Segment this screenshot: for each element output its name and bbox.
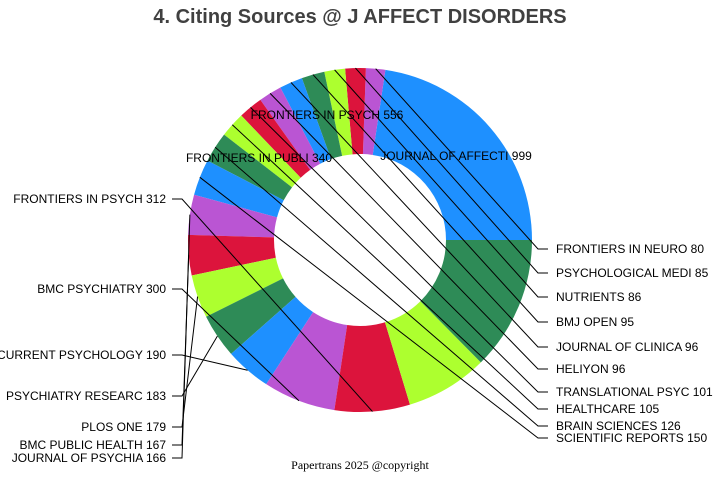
leader-line-3 [334,69,548,298]
slice-label-7: TRANSLATIONAL PSYC 101 [556,385,713,399]
leader-line-11 [172,214,191,459]
leader-line-4 [312,74,548,323]
donut-slice-15 [231,296,314,385]
donut-slice-16 [266,312,348,411]
slice-label-10: SCIENTIFIC REPORTS 150 [556,431,707,445]
chart-title: 4. Citing Sources @ J AFFECT DISORDERS [153,6,567,28]
slice-label-9: BRAIN SCIENCES 126 [556,419,681,433]
slice-label-16: BMC PSYCHIATRY 300 [37,282,166,296]
donut-slice-19 [420,240,532,363]
leader-line-12 [172,255,190,446]
slice-label-4: BMJ OPEN 95 [556,315,634,329]
donut-slice-7 [241,99,311,178]
label-group: JOURNAL OF AFFECTI 999 FRONTIERS IN NEURO… [0,108,713,465]
slice-label-6: HELIYON 96 [556,362,626,376]
slice-label-12: BMC PUBLIC HEALTH 167 [20,438,167,452]
donut-slice-3 [324,68,353,156]
leader-line-6 [269,92,548,370]
footer-copyright: Papertrans 2025 @copyright [291,458,429,472]
leader-line-5 [290,82,548,348]
leader-line-15 [172,354,248,371]
slice-label-0: JOURNAL OF AFFECTI 999 [380,149,532,163]
donut-slice-9 [207,134,293,201]
donut-slice-18 [384,301,481,405]
slice-label-18: FRONTIERS IN PUBLI 340 [186,151,332,165]
donut-slice-2 [345,68,366,155]
leader-line-group [172,67,548,459]
leader-line-10 [199,176,548,439]
leader-line-13 [172,296,199,428]
slice-label-15: CURRENT PSYCHOLOGY 190 [0,348,166,362]
donut-slice-8 [224,115,301,188]
donut-slice-1 [362,68,386,155]
leader-line-16 [172,288,300,402]
leader-line-8 [231,124,548,410]
slice-label-11: JOURNAL OF PSYCHIA 166 [12,451,167,465]
slice-label-19: FRONTIERS IN PSYCH 556 [251,108,404,122]
donut-slice-11 [188,194,278,238]
slice-label-3: NUTRIENTS 86 [556,290,642,304]
donut-slice-10 [194,160,284,218]
leader-line-1 [375,68,548,250]
slice-label-8: HEALTHCARE 105 [556,402,659,416]
slice-label-2: PSYCHOLOGICAL MEDI 85 [556,266,709,280]
leader-line-2 [355,67,548,274]
slice-label-17: FRONTIERS IN PSYCH 312 [13,192,166,206]
leader-line-17 [172,198,373,412]
slice-group [187,68,532,413]
slice-label-14: PSYCHIATRY RESEARC 183 [6,389,166,403]
leader-line-9 [214,146,548,427]
donut-slice-13 [191,257,284,317]
slice-label-5: JOURNAL OF CLINICA 96 [556,340,699,354]
donut-slice-6 [260,87,321,170]
slice-label-1: FRONTIERS IN NEURO 80 [556,242,704,256]
leader-line-7 [250,106,548,393]
slice-label-13: PLOS ONE 179 [81,420,166,434]
donut-slice-14 [206,278,296,354]
leader-line-14 [172,335,218,397]
